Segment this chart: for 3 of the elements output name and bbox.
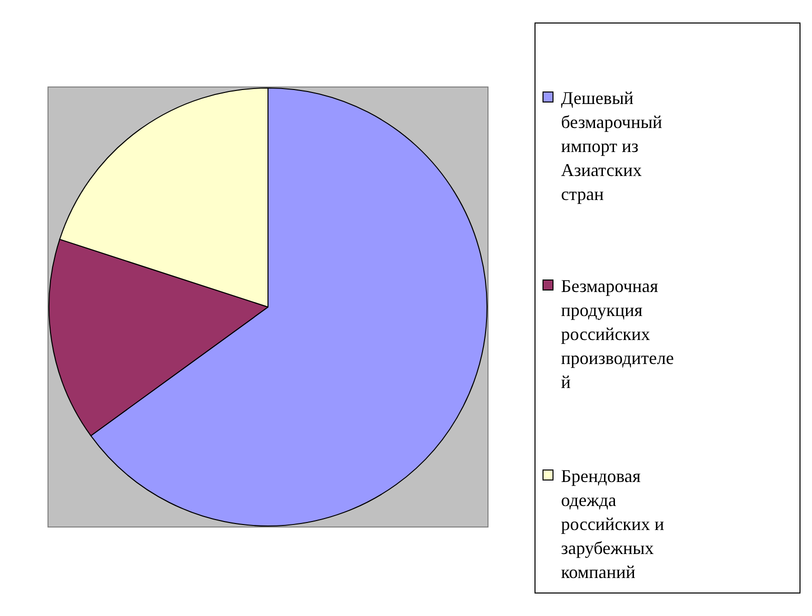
legend-label: Брендовая одежда российских и зарубежных компаний: [561, 466, 669, 582]
legend-label: Дешевый безмарочный импорт из Азиатских стран: [561, 88, 667, 204]
legend-label: Безмарочная продукция российских производителей: [561, 276, 674, 392]
